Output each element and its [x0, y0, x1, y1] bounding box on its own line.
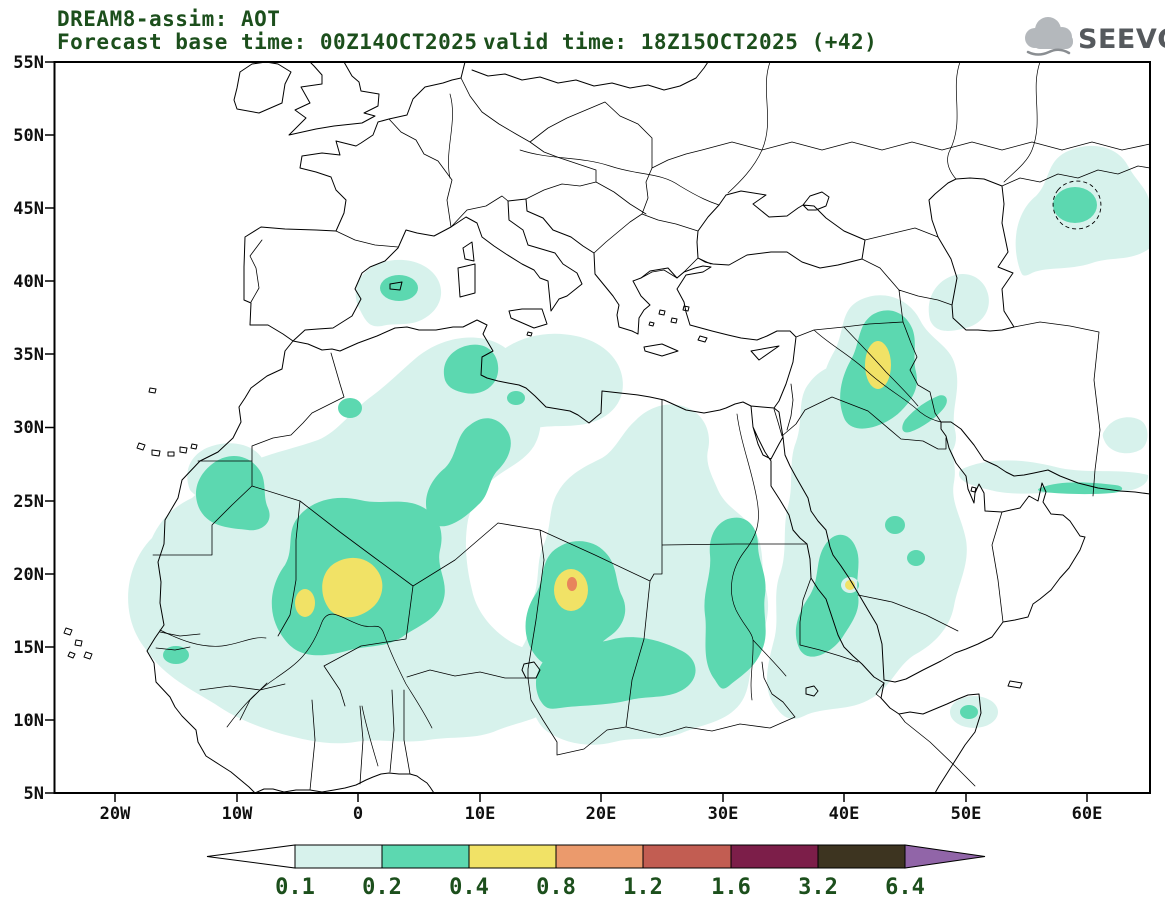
rivers: [159, 62, 1041, 767]
lat-label: 5N: [24, 784, 44, 804]
colorbar-segment: [555, 844, 644, 869]
colorbar-labels: 0.1 0.2 0.4 0.8 1.2 1.6 3.2 6.4: [275, 875, 925, 900]
lat-label: 55N: [13, 53, 44, 73]
colorbar-segment: [468, 844, 557, 869]
colorbar-tick-label: 0.1: [275, 875, 315, 900]
lon-label: 60E: [1072, 804, 1103, 824]
lat-label: 35N: [13, 345, 44, 365]
lon-label: 10E: [465, 804, 496, 824]
colorbar-segment: [294, 844, 383, 869]
lat-label: 10N: [13, 711, 44, 731]
lat-label: 40N: [13, 272, 44, 292]
colorbar-tick-label: 0.8: [536, 875, 576, 900]
lat-label: 30N: [13, 418, 44, 438]
lon-label: 40E: [829, 804, 860, 824]
aot-fill-level-0.8: [567, 577, 577, 591]
colorbar-segment: [381, 844, 470, 869]
header: DREAM8-assim: AOT Forecast base time: 00…: [57, 7, 877, 54]
lon-label: 50E: [951, 804, 982, 824]
country-borders: [152, 77, 1150, 791]
cloud-icon: [1025, 17, 1073, 56]
page-title: DREAM8-assim: AOT: [57, 7, 280, 31]
axis-ticks: [45, 61, 1088, 802]
lat-label: 45N: [13, 199, 44, 219]
colorbar-segment: [642, 844, 732, 869]
seevccc-logo: SEEVCCC: [1025, 17, 1165, 56]
lat-label: 20N: [13, 565, 44, 585]
valid-time: valid time: 18Z15OCT2025 (+42): [483, 30, 877, 54]
lat-label: 50N: [13, 126, 44, 146]
colorbar-arrow-left: [206, 844, 296, 869]
aot-fill-level-0.2: [163, 187, 1123, 719]
colorbar-tick-label: 3.2: [798, 875, 838, 900]
lon-label: 10W: [222, 804, 253, 824]
lon-label: 20W: [100, 804, 131, 824]
colorbar-tick-label: 1.2: [623, 875, 663, 900]
logo-text: SEEVCCC: [1078, 24, 1165, 55]
colorbar-segment: [730, 844, 819, 869]
lon-label: 30E: [708, 804, 739, 824]
colorbar-tick-label: 0.4: [449, 875, 489, 900]
aot-fill-level-0.4: [295, 341, 891, 618]
colorbar-tick-label: 1.6: [711, 875, 751, 900]
colorbar-tick-label: 0.2: [362, 875, 402, 900]
lat-axis: 55N 50N 45N 40N 35N 30N 25N 20N 15N 10N …: [13, 53, 44, 804]
colorbar-arrow-right: [904, 844, 986, 869]
plot-content: [63, 62, 1150, 793]
lat-label: 15N: [13, 638, 44, 658]
colorbar: 0.1 0.2 0.4 0.8 1.2 1.6 3.2 6.4: [206, 844, 986, 900]
lon-axis: 20W 10W 0 10E 20E 30E 40E 50E 60E: [100, 804, 1103, 824]
map-plot: 55N 50N 45N 40N 35N 30N 25N 20N 15N 10N …: [13, 53, 1151, 824]
lat-label: 25N: [13, 492, 44, 512]
lon-label: 0: [353, 804, 363, 824]
colorbar-tick-label: 6.4: [885, 875, 925, 900]
colorbar-segment: [817, 844, 906, 869]
lon-label: 20E: [586, 804, 617, 824]
forecast-base-time: Forecast base time: 00Z14OCT2025: [57, 30, 478, 54]
